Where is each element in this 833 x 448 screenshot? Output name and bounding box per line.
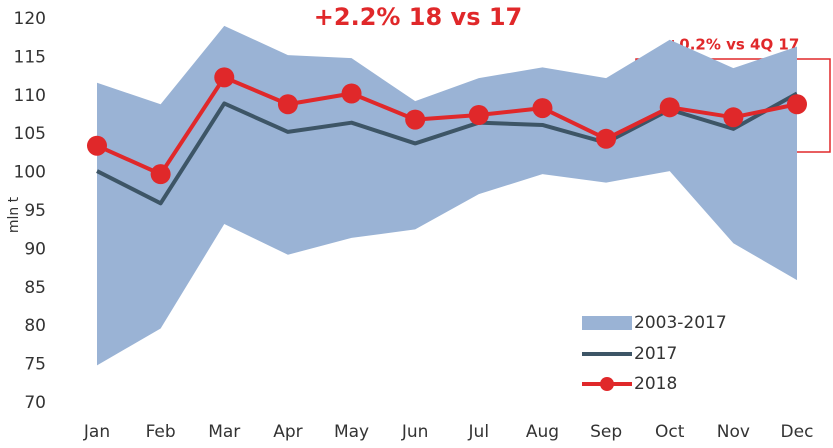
point xyxy=(341,83,362,104)
point xyxy=(787,94,807,115)
point xyxy=(532,98,553,119)
x-tick-label: Jan xyxy=(83,422,110,442)
y-tick-label: 90 xyxy=(24,239,46,259)
y-axis-label: mln t xyxy=(6,196,22,233)
point xyxy=(596,128,617,149)
point xyxy=(87,135,107,156)
y-tick-label: 100 xyxy=(14,163,46,183)
legend-swatch xyxy=(582,316,632,330)
point xyxy=(277,94,298,115)
x-tick-label: Feb xyxy=(146,422,176,442)
y-tick-label: 120 xyxy=(14,9,46,29)
point xyxy=(723,107,744,128)
legend-label: 2003-2017 xyxy=(634,313,727,333)
point xyxy=(405,109,426,130)
point xyxy=(659,97,680,118)
point xyxy=(214,67,235,88)
legend-label: 2018 xyxy=(634,374,677,394)
x-tick-label: May xyxy=(334,422,369,442)
x-tick-label: Oct xyxy=(655,422,685,442)
x-tick-label: Dec xyxy=(781,422,814,442)
x-tick-label: Jul xyxy=(468,422,490,442)
y-tick-label: 80 xyxy=(24,316,46,336)
y-tick-label: 95 xyxy=(24,201,46,221)
x-tick-label: Apr xyxy=(273,422,302,442)
legend-marker xyxy=(600,377,614,391)
y-tick-label: 110 xyxy=(14,86,46,106)
legend-label: 2017 xyxy=(634,344,677,364)
point xyxy=(468,105,489,125)
y-tick-label: 70 xyxy=(24,393,46,413)
x-tick-label: Mar xyxy=(208,422,240,442)
y-tick-label: 75 xyxy=(24,355,46,375)
x-tick-label: Aug xyxy=(526,422,559,442)
x-tick-label: Nov xyxy=(717,422,750,442)
series-line xyxy=(96,91,798,206)
point xyxy=(150,164,171,185)
chart-title: +2.2% 18 vs 17 xyxy=(314,3,522,31)
x-tick-label: Sep xyxy=(590,422,622,442)
range-band xyxy=(97,25,797,366)
y-tick-label: 105 xyxy=(14,124,46,144)
series-line xyxy=(96,75,798,177)
annotation: +0.2% vs 4Q 17 xyxy=(667,36,800,54)
y-tick-label: 85 xyxy=(24,278,46,298)
y-tick-label: 115 xyxy=(14,47,46,67)
x-tick-label: Jun xyxy=(401,422,429,442)
